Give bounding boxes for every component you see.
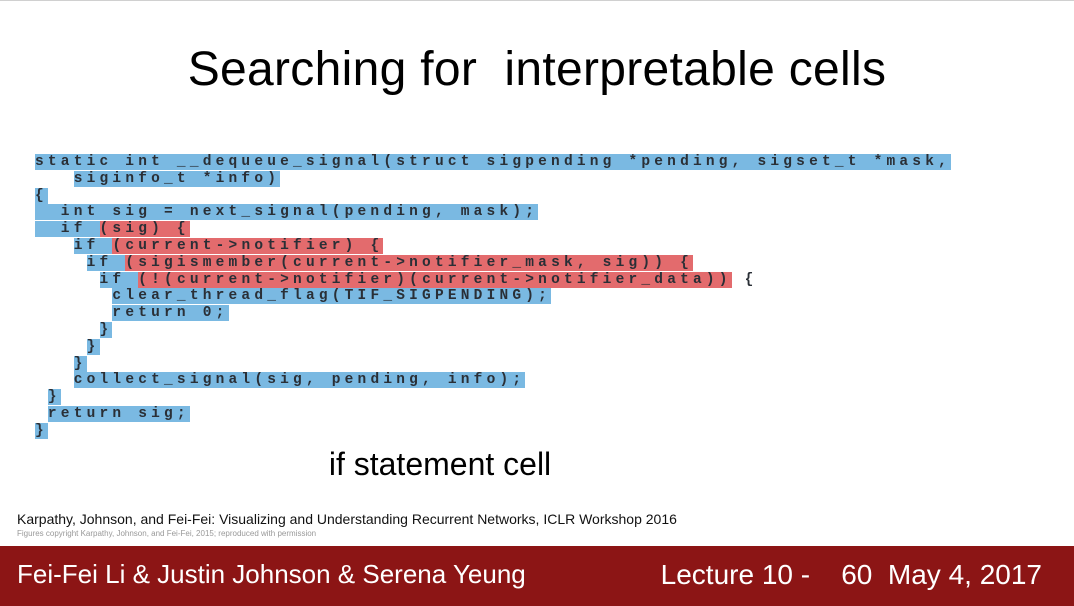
code-segment <box>35 255 87 271</box>
code-line: } <box>35 338 951 356</box>
code-segment-blue: return sig; <box>47 405 190 422</box>
code-line: if (sigismember(current->notifier_mask, … <box>35 254 951 272</box>
code-line: int sig = next_signal(pending, mask); <box>35 204 951 221</box>
code-line: } <box>35 422 951 440</box>
code-visualization: static int __dequeue_signal(struct sigpe… <box>35 154 952 440</box>
code-segment <box>35 272 100 288</box>
code-segment-blue: int sig = next_signal(pending, mask); <box>35 204 539 221</box>
citation: Karpathy, Johnson, and Fei-Fei: Visualiz… <box>17 511 677 527</box>
code-line: siginfo_t *info) <box>35 170 951 188</box>
code-segment-blue: return 0; <box>112 305 229 322</box>
code-line: collect_signal(sig, pending, info); <box>35 372 951 389</box>
code-segment <box>35 322 100 338</box>
code-segment-blue: } <box>73 355 87 372</box>
top-divider <box>0 0 1074 1</box>
code-segment <box>35 238 74 254</box>
code-segment-red: (current->notifier) { <box>112 237 384 254</box>
code-segment <box>35 339 87 355</box>
footer-authors: Fei-Fei Li & Justin Johnson & Serena Yeu… <box>17 559 526 589</box>
code-segment <box>35 406 48 422</box>
code-line: } <box>35 321 951 339</box>
code-segment-blue: if <box>99 271 139 288</box>
code-segment-red: (!(current->notifier)(current->notifier_… <box>138 271 732 288</box>
code-line: } <box>35 355 951 373</box>
slide-title: Searching for interpretable cells <box>187 43 887 96</box>
code-segment-blue: static int __dequeue_signal(struct sigpe… <box>35 154 952 170</box>
caption: if statement cell <box>328 446 552 482</box>
code-segment-red: (sig) { <box>99 221 190 238</box>
copyright-note: Figures copyright Karpathy, Johnson, and… <box>17 529 317 538</box>
code-segment: { <box>731 271 758 288</box>
code-line: if (!(current->notifier)(current->notifi… <box>35 271 951 289</box>
code-line: if (sig) { <box>35 221 951 238</box>
footer-bar: Fei-Fei Li & Justin Johnson & Serena Yeu… <box>0 546 1074 606</box>
code-segment <box>35 389 48 405</box>
code-line: { <box>35 187 951 205</box>
code-segment-blue: } <box>86 338 100 355</box>
code-line: static int __dequeue_signal(struct sigpe… <box>35 154 952 171</box>
code-segment <box>35 356 74 372</box>
code-segment-blue: clear_thread_flag(TIF_SIGPENDING); <box>112 288 552 305</box>
code-segment-blue: } <box>99 321 113 338</box>
code-line: if (current->notifier) { <box>35 237 951 255</box>
code-segment-blue: siginfo_t *info) <box>73 170 281 187</box>
code-segment-blue: if <box>73 237 113 254</box>
code-line: return 0; <box>35 305 951 322</box>
code-segment <box>35 288 112 304</box>
code-segment-red: (sigismember(current->notifier_mask, sig… <box>125 254 693 271</box>
code-line: return sig; <box>35 405 951 423</box>
code-segment-blue: collect_signal(sig, pending, info); <box>73 372 526 389</box>
footer-lecture-info: Lecture 10 - 60 May 4, 2017 <box>660 559 1042 590</box>
code-segment-blue: { <box>35 187 48 204</box>
code-segment <box>35 305 112 321</box>
code-segment-blue: if <box>35 221 100 238</box>
code-segment <box>35 372 74 388</box>
code-segment <box>35 171 74 187</box>
code-line: clear_thread_flag(TIF_SIGPENDING); <box>35 288 951 305</box>
code-segment-blue: if <box>86 254 126 271</box>
code-segment-blue: } <box>47 389 61 406</box>
code-segment-blue: } <box>35 422 48 439</box>
code-line: } <box>35 389 951 406</box>
